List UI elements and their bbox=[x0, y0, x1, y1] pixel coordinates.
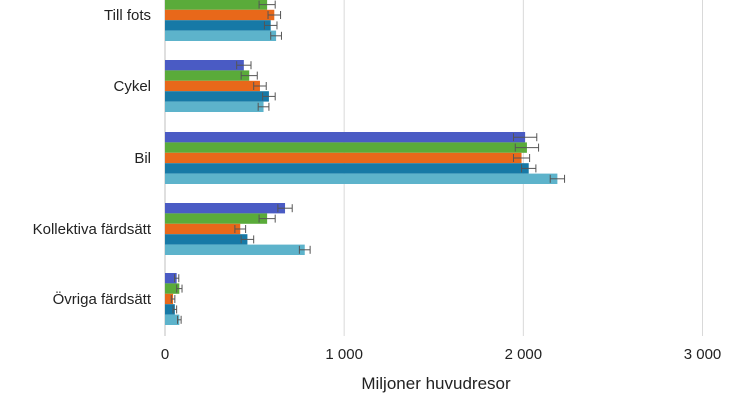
x-axis-title: Miljoner huvudresor bbox=[361, 374, 511, 393]
error-bar bbox=[240, 235, 255, 244]
category-label: Till fots bbox=[104, 7, 151, 24]
bars bbox=[165, 0, 558, 325]
bar bbox=[165, 283, 180, 294]
error-bar bbox=[512, 133, 538, 142]
x-tick-label: 3 000 bbox=[684, 346, 722, 363]
error-bars bbox=[170, 0, 566, 324]
bar bbox=[165, 213, 268, 224]
bar bbox=[165, 163, 529, 174]
bar bbox=[165, 142, 527, 153]
error-bar bbox=[236, 61, 252, 70]
bar bbox=[165, 101, 264, 112]
bar bbox=[165, 203, 286, 214]
error-bar bbox=[277, 204, 293, 213]
error-bar bbox=[258, 0, 276, 9]
error-bar bbox=[240, 71, 258, 80]
category-label: Övriga färdsätt bbox=[53, 290, 152, 308]
error-bar bbox=[172, 305, 178, 314]
x-tick-labels: 0 1 000 2 000 3 000 bbox=[161, 346, 721, 363]
error-bar bbox=[514, 143, 540, 152]
bar bbox=[165, 244, 305, 255]
error-bar bbox=[177, 315, 182, 324]
error-bar bbox=[262, 92, 276, 101]
error-bar bbox=[253, 82, 267, 90]
x-tick-label: 1 000 bbox=[325, 346, 363, 363]
error-bar bbox=[176, 284, 183, 293]
bar bbox=[165, 0, 268, 10]
bar bbox=[165, 304, 175, 315]
error-bar bbox=[258, 214, 276, 223]
error-bar bbox=[270, 31, 282, 40]
bar bbox=[165, 20, 271, 31]
error-bar bbox=[512, 154, 531, 162]
bar bbox=[165, 9, 275, 21]
error-bar bbox=[257, 102, 270, 111]
bar bbox=[165, 234, 248, 245]
error-bar bbox=[234, 225, 247, 233]
bar bbox=[165, 152, 522, 164]
bar bbox=[165, 70, 250, 81]
bar bbox=[165, 132, 526, 143]
bar bbox=[165, 273, 177, 284]
error-bar bbox=[263, 21, 278, 30]
bar bbox=[165, 173, 558, 184]
error-bar bbox=[267, 11, 282, 19]
category-label: Kollektiva färdsätt bbox=[33, 221, 152, 238]
bar bbox=[165, 223, 241, 235]
error-bar bbox=[173, 274, 180, 283]
category-label: Bil bbox=[134, 150, 151, 167]
error-bar bbox=[521, 164, 537, 173]
category-labels: Till fots Cykel Bil Kollektiva färdsätt Övri… bbox=[33, 7, 152, 308]
bar bbox=[165, 293, 174, 305]
error-bar bbox=[549, 174, 566, 183]
x-tick-label: 0 bbox=[161, 346, 169, 363]
bar bbox=[165, 30, 277, 41]
bar bbox=[165, 60, 244, 71]
bar bbox=[165, 314, 180, 325]
category-label: Cykel bbox=[113, 78, 151, 95]
bar bbox=[165, 91, 269, 102]
bar bbox=[165, 80, 260, 92]
x-tick-label: 2 000 bbox=[505, 346, 543, 363]
error-bar bbox=[298, 245, 311, 254]
error-bar bbox=[170, 295, 176, 303]
